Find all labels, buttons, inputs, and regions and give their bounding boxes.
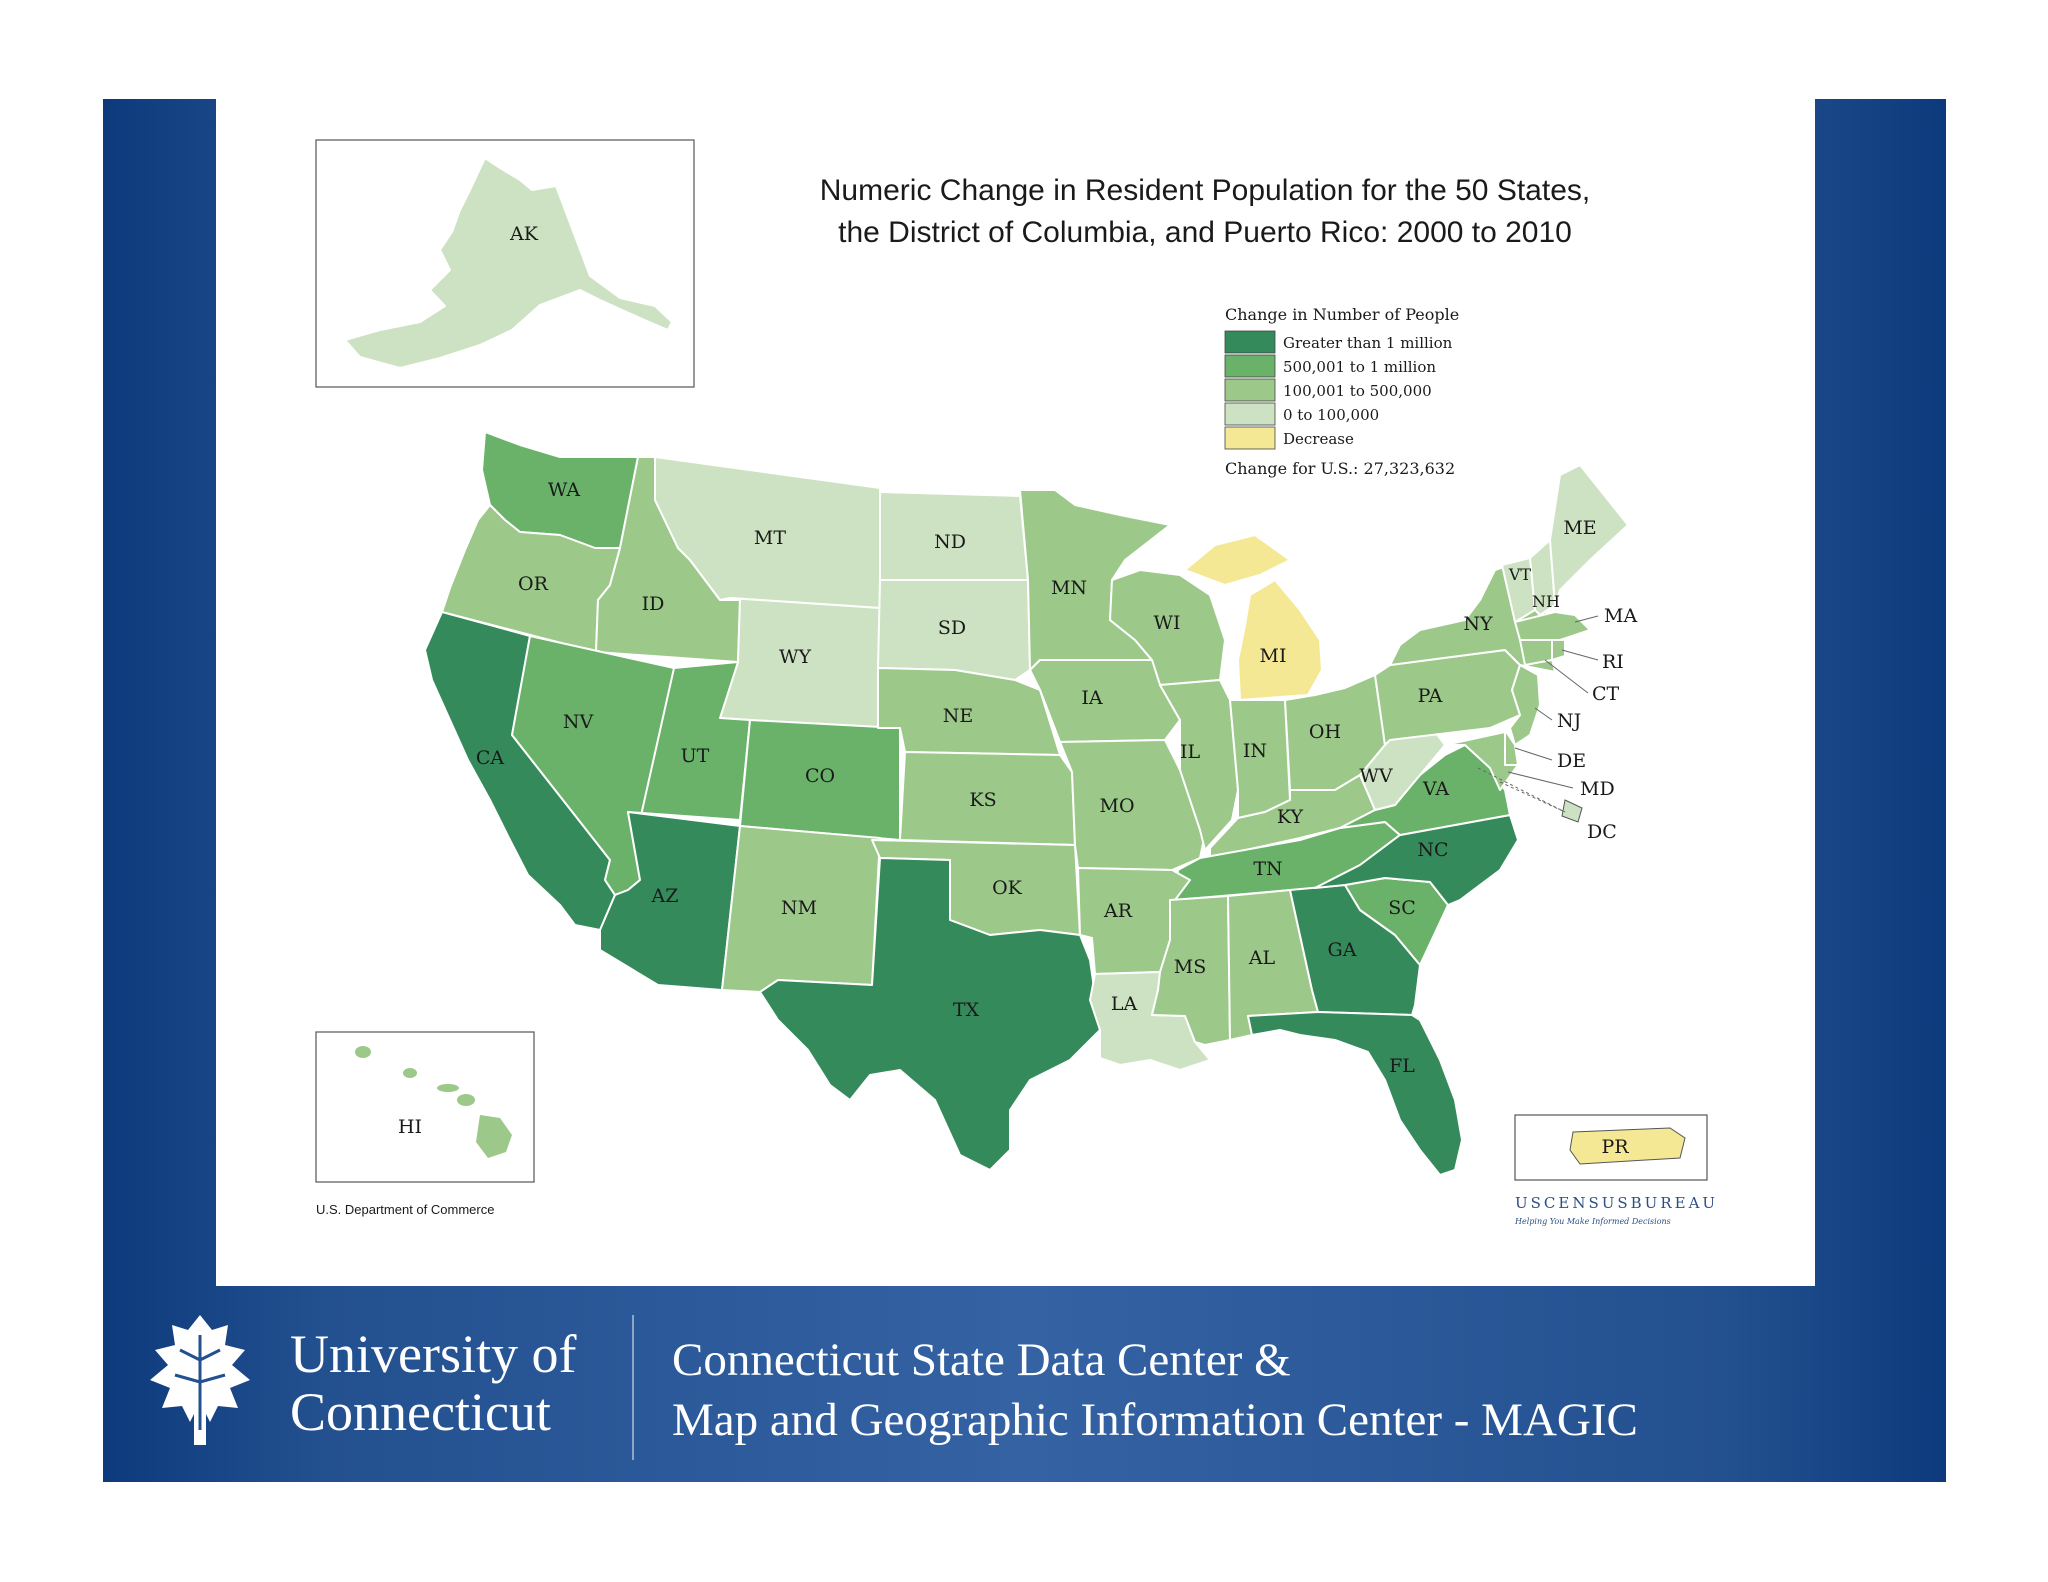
state-MI: [1184, 534, 1323, 701]
label-NE: NE: [943, 705, 974, 727]
label-ND: ND: [934, 531, 966, 553]
legend-label-gt-1-million: Greater than 1 million: [1283, 334, 1453, 352]
state-TX: [759, 857, 1101, 1171]
label-SC: SC: [1388, 897, 1416, 919]
label-AK: AK: [509, 223, 539, 245]
state-RI: [1551, 639, 1566, 661]
label-MN: MN: [1051, 577, 1087, 599]
callout-lines: [1477, 615, 1599, 813]
legend-swatch-gt-1-million: [1224, 330, 1276, 354]
map-title-line2: the District of Columbia, and Puerto Ric…: [838, 216, 1572, 249]
state-MO: [1059, 739, 1211, 871]
label-WY: WY: [779, 646, 812, 668]
label-MT: MT: [754, 527, 786, 549]
university-line1: University of: [290, 1324, 577, 1384]
label-DC: DC: [1587, 821, 1617, 843]
legend-swatch-500k-1m: [1224, 354, 1276, 378]
state-ME: [1549, 464, 1629, 606]
label-LA: LA: [1111, 993, 1138, 1015]
label-NM: NM: [781, 897, 817, 919]
label-IL: IL: [1180, 741, 1201, 763]
state-FL: [1247, 1011, 1463, 1176]
state-AK: [344, 157, 673, 369]
hi-island-big-island: [476, 1115, 512, 1158]
legend-label-decrease: Decrease: [1283, 430, 1354, 448]
label-NJ: NJ: [1557, 710, 1581, 732]
hi-island-kauai: [355, 1046, 371, 1058]
label-OK: OK: [992, 877, 1023, 899]
label-VT: VT: [1508, 565, 1532, 584]
state-NC: [1314, 814, 1519, 906]
center-line1: Connecticut State Data Center &: [672, 1334, 1291, 1386]
label-NC: NC: [1417, 839, 1448, 861]
hawaii-inset-frame: [315, 1031, 535, 1183]
label-DE: DE: [1557, 750, 1586, 772]
label-WV: WV: [1359, 765, 1393, 787]
hi-island-molokai: [437, 1084, 459, 1092]
label-NY: NY: [1463, 613, 1493, 635]
label-PA: PA: [1418, 685, 1443, 707]
label-MS: MS: [1174, 956, 1206, 978]
label-MI: MI: [1260, 645, 1287, 667]
label-IN: IN: [1243, 740, 1267, 762]
label-TX: TX: [953, 999, 980, 1021]
us-change-total: Change for U.S.: 27,323,632: [1225, 459, 1455, 478]
label-KY: KY: [1277, 806, 1304, 828]
label-ME: ME: [1563, 517, 1596, 539]
state-NH: [1529, 539, 1556, 616]
census-bureau-logo: USCENSUSBUREAU: [1515, 1194, 1718, 1212]
label-ID: ID: [642, 593, 665, 615]
label-OH: OH: [1309, 721, 1341, 743]
label-TN: TN: [1253, 858, 1282, 880]
center-name: Connecticut State Data Center & Map and …: [672, 1330, 1638, 1450]
map-title-line1: Numeric Change in Resident Population fo…: [820, 174, 1590, 207]
label-VA: VA: [1422, 778, 1449, 800]
label-WA: WA: [548, 479, 581, 501]
label-MD: MD: [1580, 778, 1615, 800]
state-KY: [1209, 774, 1376, 859]
department-credit: U.S. Department of Commerce: [316, 1202, 494, 1217]
university-wordmark: University of Connecticut: [290, 1325, 576, 1441]
label-OR: OR: [518, 573, 549, 595]
uconn-oak-leaf-logo: [150, 1315, 250, 1445]
label-MA: MA: [1604, 605, 1637, 627]
hi-island-maui: [457, 1094, 475, 1106]
label-RI: RI: [1602, 651, 1624, 673]
label-IA: IA: [1081, 687, 1103, 709]
legend-label-500k-1m: 500,001 to 1 million: [1283, 358, 1436, 376]
legend-label-0-100k: 0 to 100,000: [1283, 406, 1379, 424]
legend-title: Change in Number of People: [1225, 305, 1459, 324]
label-NV: NV: [563, 711, 594, 733]
label-NH: NH: [1532, 592, 1560, 611]
label-KS: KS: [969, 789, 996, 811]
label-MO: MO: [1099, 795, 1134, 817]
legend-swatch-decrease: [1224, 426, 1276, 450]
state-IL: [1159, 679, 1239, 851]
center-line2: Map and Geographic Information Center - …: [672, 1394, 1638, 1446]
label-AL: AL: [1248, 947, 1276, 969]
label-AZ: AZ: [651, 885, 679, 907]
label-WI: WI: [1153, 612, 1180, 634]
label-CT: CT: [1592, 683, 1620, 705]
hi-island-oahu: [403, 1068, 417, 1078]
label-UT: UT: [681, 745, 710, 767]
label-SD: SD: [938, 617, 966, 639]
label-FL: FL: [1389, 1055, 1415, 1077]
label-AR: AR: [1103, 900, 1133, 922]
legend-label-100k-500k: 100,001 to 500,000: [1283, 382, 1432, 400]
university-line2: Connecticut: [290, 1382, 551, 1442]
footer-divider: [632, 1315, 634, 1460]
state-MD: [1444, 731, 1519, 791]
legend-swatch-0-100k: [1224, 402, 1276, 426]
label-PR: PR: [1601, 1136, 1629, 1158]
state-PR: [1569, 1127, 1686, 1165]
census-tagline: Helping You Make Informed Decisions: [1514, 1217, 1671, 1226]
label-GA: GA: [1328, 939, 1357, 961]
legend-swatch-100k-500k: [1224, 378, 1276, 402]
label-HI: HI: [398, 1116, 422, 1138]
label-CA: CA: [476, 747, 505, 769]
state-DC: [1561, 799, 1583, 823]
label-CO: CO: [805, 765, 835, 787]
